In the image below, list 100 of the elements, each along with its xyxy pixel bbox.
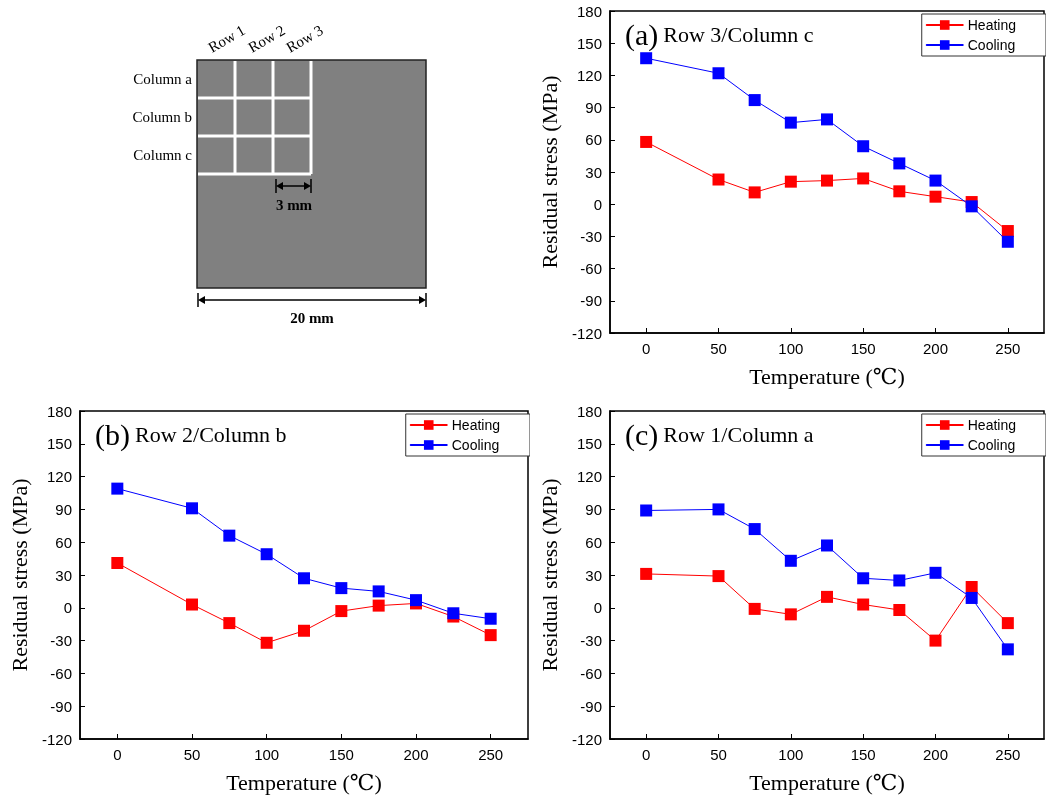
point (784, 175, 797, 188)
point (1001, 617, 1014, 630)
point (260, 636, 273, 649)
y-tick-label: 30 (55, 566, 72, 584)
chart-title: (c) Row 1/Column a (625, 417, 814, 452)
y-tick-label: 0 (63, 599, 72, 617)
y-tick-label: 180 (576, 402, 602, 420)
y-tick-label: 150 (576, 34, 602, 52)
text: 20 mm (290, 310, 335, 326)
x-tick-label: 100 (778, 340, 804, 357)
point (223, 529, 236, 542)
point (965, 591, 978, 604)
x-axis-title: Temperature (℃) (226, 769, 382, 795)
point (893, 185, 906, 198)
point (298, 572, 310, 585)
text: Row 1 (205, 21, 248, 56)
point (821, 539, 833, 552)
point (372, 585, 385, 598)
text: Column b (132, 109, 192, 125)
point (965, 581, 978, 594)
point (712, 503, 725, 516)
point (821, 174, 833, 187)
point (929, 190, 942, 203)
x-axis-title: Temperature (℃) (749, 363, 905, 389)
y-tick-label: 30 (585, 163, 602, 181)
legend-label: Heating (967, 17, 1017, 33)
point (929, 634, 942, 647)
point (784, 608, 797, 621)
y-tick-label: 60 (585, 131, 602, 149)
y-tick-label: 90 (585, 500, 602, 518)
x-tick-label: 100 (254, 746, 280, 763)
y-tick-label: 60 (585, 533, 602, 551)
legend-label: Heating (967, 417, 1017, 433)
point (893, 574, 906, 587)
point (640, 504, 653, 517)
legend-label: Heating (451, 417, 501, 433)
x-tick-label: 150 (850, 340, 876, 357)
point (821, 113, 833, 126)
point (186, 502, 198, 515)
point (784, 116, 797, 129)
y-tick-label: -120 (41, 730, 72, 748)
point (784, 554, 797, 567)
point (111, 482, 124, 495)
x-tick-label: 250 (995, 746, 1021, 763)
point (748, 94, 761, 107)
text: Column a (133, 71, 193, 87)
point (111, 556, 124, 569)
point (640, 52, 653, 65)
point (186, 598, 198, 611)
point (893, 157, 906, 170)
point (298, 624, 310, 637)
y-tick-label: -90 (580, 697, 602, 715)
x-tick-label: 50 (710, 340, 727, 357)
x-tick-label: 200 (922, 340, 949, 357)
x-tick-label: 200 (403, 746, 429, 763)
y-tick-label: -90 (50, 697, 72, 715)
point (335, 582, 348, 595)
x-tick-label: 250 (478, 746, 504, 763)
point (748, 523, 761, 536)
chart-title: (a) Row 3/Column c (625, 17, 814, 52)
y-tick-label: -30 (580, 227, 602, 245)
point (640, 567, 653, 580)
point (223, 617, 236, 630)
point (857, 140, 870, 153)
y-tick-label: 150 (46, 435, 72, 453)
text: 3 mm (275, 197, 313, 213)
y-tick-label: 180 (46, 402, 72, 420)
y-tick-label: 120 (46, 468, 72, 486)
point (857, 172, 870, 185)
x-axis-title: Temperature (℃) (749, 769, 905, 795)
y-axis-title: Residual stress (MPa) (536, 478, 562, 672)
chart-title: (b) Row 2/Column b (95, 417, 287, 452)
point (821, 590, 833, 603)
point (857, 598, 870, 611)
legend-label: Cooling (967, 437, 1016, 453)
x-tick-label: 0 (113, 746, 122, 763)
y-tick-label: 90 (585, 99, 602, 117)
x-tick-label: 150 (850, 746, 876, 763)
point (484, 612, 497, 625)
y-tick-label: -120 (571, 730, 602, 748)
y-tick-label: 30 (585, 566, 602, 584)
x-tick-label: 100 (778, 746, 804, 763)
x-tick-label: 200 (922, 746, 949, 763)
legend-label: Cooling (451, 437, 500, 453)
point (335, 605, 348, 618)
y-tick-label: -90 (580, 292, 602, 310)
y-axis-title: Residual stress (MPa) (536, 75, 562, 269)
y-tick-label: -60 (580, 664, 602, 682)
point (965, 200, 978, 213)
x-tick-label: 0 (641, 340, 651, 357)
y-tick-label: 0 (593, 599, 602, 617)
x-tick-label: 50 (183, 746, 201, 763)
x-tick-label: 150 (328, 746, 354, 763)
y-tick-label: 60 (55, 533, 72, 551)
point (1001, 235, 1014, 248)
point (712, 570, 725, 583)
y-axis-title: Residual stress (MPa) (6, 478, 32, 672)
y-tick-label: 120 (576, 66, 602, 84)
point (260, 548, 273, 561)
y-tick-label: 180 (576, 2, 602, 20)
